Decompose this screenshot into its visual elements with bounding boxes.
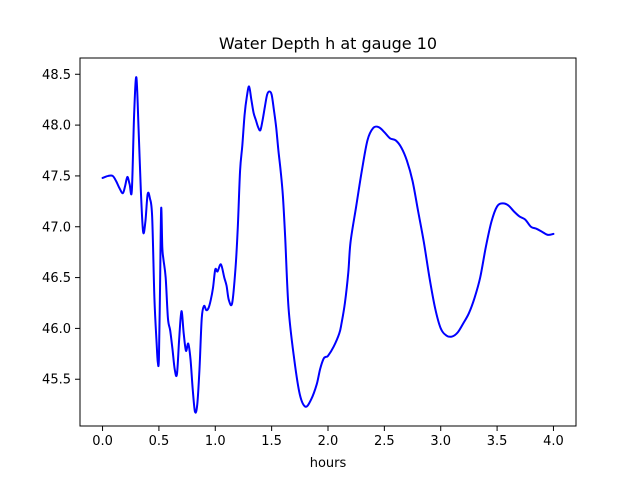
x-tick-label: 0.0 — [92, 434, 113, 449]
x-tick-label: 1.0 — [205, 434, 226, 449]
y-tick-label: 45.5 — [42, 373, 71, 388]
x-tick-label: 4.0 — [543, 434, 564, 449]
x-tick-label: 3.5 — [487, 434, 508, 449]
x-tick-label: 2.5 — [374, 434, 395, 449]
chart-title: Water Depth h at gauge 10 — [219, 34, 437, 53]
x-axis-label: hours — [310, 456, 347, 471]
x-tick-label: 2.0 — [318, 434, 339, 449]
x-tick-label: 3.0 — [430, 434, 451, 449]
y-tick-label: 46.5 — [42, 271, 71, 286]
y-tick-label: 47.5 — [42, 169, 71, 184]
y-tick-label: 48.0 — [42, 119, 71, 134]
series-line — [101, 76, 555, 414]
y-axis-ticks: 45.5 46.0 46.5 47.0 47.5 48.0 48.5 — [42, 68, 80, 388]
x-axis-ticks: 0.0 0.5 1.0 1.5 2.0 2.5 3.0 3.5 4.0 — [92, 426, 564, 449]
y-tick-label: 48.5 — [42, 68, 71, 83]
plot-area: 0.0 0.5 1.0 1.5 2.0 2.5 3.0 3.5 4.0 45.5 46.0 46.5… — [42, 57, 577, 449]
y-tick-label: 46.0 — [42, 322, 71, 337]
plot-frame — [79, 57, 577, 427]
x-tick-label: 1.5 — [261, 434, 282, 449]
x-tick-label: 0.5 — [149, 434, 170, 449]
y-tick-label: 47.0 — [42, 220, 71, 235]
